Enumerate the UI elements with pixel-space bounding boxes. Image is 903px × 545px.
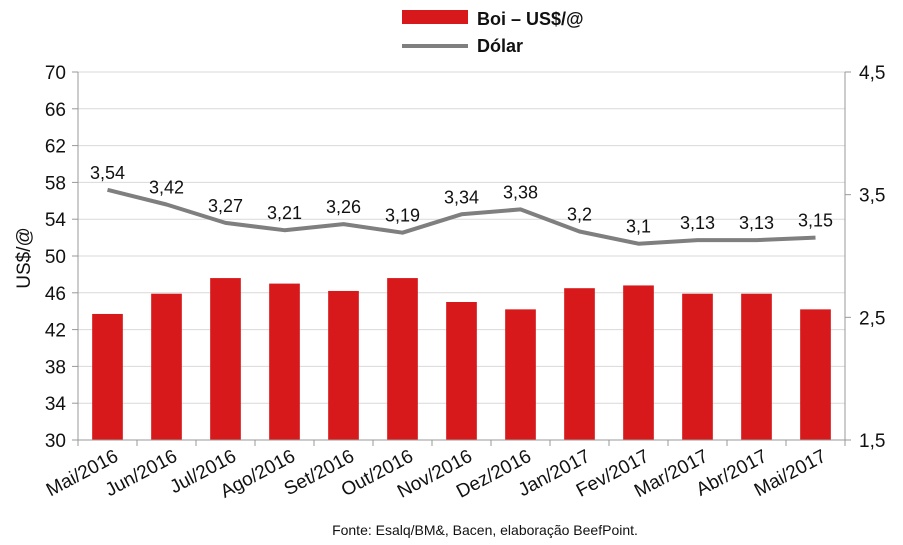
- left-tick-label: 62: [45, 137, 66, 158]
- right-tick-label: 1,5: [859, 431, 885, 452]
- y-axis-label: US$/@: [14, 227, 35, 289]
- left-axis-ticks: 30 34 38 42 46 50 54 58 62 66 70: [45, 63, 78, 452]
- left-tick-label: 30: [45, 431, 66, 452]
- bar: [505, 309, 536, 440]
- grid-lines: [78, 71, 845, 441]
- left-tick-label: 50: [45, 247, 66, 268]
- dolar-line: [107, 187, 816, 246]
- legend-label-dolar: Dólar: [477, 36, 523, 56]
- bar-series: [92, 278, 831, 440]
- line-data-label: 3,38: [503, 182, 538, 202]
- right-tick-label: 4,5: [859, 63, 885, 84]
- line-data-label: 3,13: [739, 213, 774, 233]
- left-tick-label: 70: [45, 63, 66, 84]
- left-tick-label: 54: [45, 210, 67, 231]
- line-series: [107, 187, 816, 246]
- left-tick-label: 66: [45, 100, 66, 121]
- x-axis-ticks: Mai/2016Jun/2016Jul/2016Ago/2016Set/2016…: [43, 446, 830, 503]
- bar: [800, 309, 831, 440]
- line-data-labels: 3,54 3,42 3,27 3,21 3,26 3,19 3,34 3,38 3,2 3,1 3,…: [90, 163, 833, 237]
- legend-swatch-boi: [402, 10, 468, 24]
- bar: [682, 293, 713, 440]
- line-data-label: 3,42: [149, 177, 184, 197]
- right-tick-label: 3,5: [859, 186, 885, 207]
- line-data-label: 3,15: [798, 211, 833, 231]
- line-data-label: 3,13: [680, 213, 715, 233]
- left-tick-label: 38: [45, 357, 66, 378]
- source-note: Fonte: Esalq/BM&, Bacen, elaboração Beef…: [332, 522, 638, 538]
- line-data-label: 3,21: [267, 203, 302, 223]
- bar: [328, 290, 359, 440]
- left-tick-label: 34: [45, 394, 67, 415]
- line-data-label: 3,26: [326, 197, 361, 217]
- bar: [741, 293, 772, 440]
- bar: [210, 278, 241, 440]
- bar: [564, 288, 595, 440]
- bar: [387, 278, 418, 440]
- legend: Boi – US$/@ Dólar: [402, 9, 584, 56]
- line-data-label: 3,2: [567, 204, 592, 224]
- line-data-label: 3,1: [626, 217, 651, 237]
- left-tick-label: 42: [45, 321, 66, 342]
- bar: [269, 283, 300, 440]
- left-tick-label: 46: [45, 284, 66, 305]
- line-data-label: 3,54: [90, 163, 125, 183]
- bar: [623, 285, 654, 440]
- bar: [92, 313, 123, 440]
- bar: [151, 293, 182, 440]
- legend-label-boi: Boi – US$/@: [477, 9, 584, 29]
- bar: [446, 302, 477, 440]
- left-tick-label: 58: [45, 173, 66, 194]
- line-data-label: 3,19: [385, 206, 420, 226]
- right-axis-ticks: 1,5 2,5 3,5 4,5: [845, 63, 885, 452]
- line-data-label: 3,27: [208, 196, 243, 216]
- line-data-label: 3,34: [444, 187, 479, 207]
- right-tick-label: 2,5: [859, 308, 885, 329]
